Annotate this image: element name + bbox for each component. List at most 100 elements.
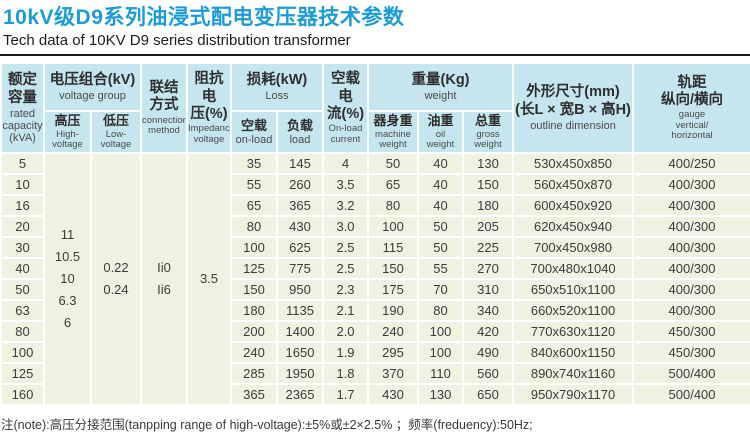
capacity-cell: 160	[0, 383, 45, 407]
gauge-cell: 400/300	[632, 215, 750, 239]
header-weight: 重量(Kg) weight	[367, 62, 515, 113]
header-on-load-current: 空载电 流(%) On-load current	[322, 62, 370, 155]
gauge-cell: 400/300	[632, 278, 750, 302]
gauge-cell: 400/250	[632, 152, 750, 176]
oil-weight-cell: 110	[417, 362, 465, 386]
header-no-load-loss-en: on-load	[235, 134, 273, 147]
capacity-cell: 10	[0, 173, 45, 197]
load-loss-cell: 365	[275, 194, 325, 218]
oil-weight-cell: 100	[417, 341, 465, 365]
no-load-loss-cell: 65	[230, 194, 278, 218]
header-load-loss: 负载 load	[275, 110, 325, 155]
header-outline-dimension: 外形尺寸(mm) (长L × 宽B × 高H) outline dimensio…	[512, 62, 635, 155]
header-gross-weight: 总重 gross weight	[462, 110, 515, 155]
header-impedance-voltage-zh: 阻抗电 压(%)	[190, 71, 228, 122]
header-loss-zh: 损耗(kW)	[246, 71, 308, 88]
header-connection-method-en: connection method	[142, 114, 187, 137]
header-voltage-group-zh: 电压组合(kV)	[49, 71, 136, 88]
load-loss-cell: 950	[275, 278, 325, 302]
header-oil-weight-en: oil weight	[426, 129, 455, 151]
oil-weight-cell: 80	[417, 299, 465, 323]
machine-weight-cell: 50	[367, 152, 420, 176]
oil-weight-cell: 100	[417, 320, 465, 344]
load-loss-cell: 1135	[275, 299, 325, 323]
gross-weight-cell: 205	[462, 215, 515, 239]
gross-weight-cell: 420	[462, 320, 515, 344]
header-machine-weight-en: machine weight	[375, 129, 411, 151]
dimension-cell: 770x630x1120	[512, 320, 635, 344]
machine-weight-cell: 370	[367, 362, 420, 386]
oil-weight-cell: 55	[417, 257, 465, 281]
gross-weight-cell: 650	[462, 383, 515, 407]
table-row: 30 100 625 2.5 115 50 225 700x450x980 40…	[0, 236, 750, 260]
table-row: 50 150 950 2.3 175 70 310 650x510x1100 4…	[0, 278, 750, 302]
header-row-subcolumns: 高压 High- voltage 低压 Low- voltage 空载 on-l…	[1, 110, 750, 155]
header-low-voltage-en: Low- voltage	[100, 129, 132, 151]
dimension-cell: 700x450x980	[512, 236, 635, 260]
table-row: 125 285 1950 1.8 370 110 560 890x740x116…	[0, 362, 750, 386]
no-load-loss-cell: 150	[230, 278, 278, 302]
dimension-cell: 560x450x870	[512, 173, 635, 197]
header-loss: 损耗(kW) Loss	[229, 62, 325, 113]
load-loss-cell: 1650	[275, 341, 325, 365]
no-load-loss-cell: 240	[230, 341, 278, 365]
no-load-loss-cell: 200	[230, 320, 278, 344]
load-loss-cell: 625	[275, 236, 325, 260]
dimension-cell: 950x790x1170	[512, 383, 635, 407]
dimension-cell: 840x600x1150	[512, 341, 635, 365]
header-high-voltage-en: High- voltage	[52, 129, 83, 151]
header-oil-weight: 油重 oil weight	[417, 110, 465, 155]
oil-weight-cell: 70	[417, 278, 465, 302]
current-cell: 1.8	[322, 362, 370, 386]
machine-weight-cell: 115	[367, 236, 420, 260]
current-cell: 1.7	[322, 383, 370, 407]
gauge-cell: 400/300	[632, 236, 750, 260]
machine-weight-cell: 65	[367, 173, 420, 197]
no-load-loss-cell: 180	[230, 299, 278, 323]
header-row-groups: 额定 容量 rated capacity (kVA) 电压组合(kV) volt…	[0, 62, 750, 155]
no-load-loss-cell: 125	[230, 257, 278, 281]
load-loss-cell: 1950	[275, 362, 325, 386]
current-cell: 2.0	[322, 320, 370, 344]
table-row: 80 200 1400 2.0 240 100 420 770x630x1120…	[0, 320, 750, 344]
header-rated-capacity-en: rated capacity (kVA)	[2, 107, 43, 145]
low-voltage-merged-cell: 0.22 0.24	[90, 152, 142, 407]
machine-weight-cell: 295	[367, 341, 420, 365]
no-load-loss-cell: 35	[230, 152, 278, 176]
header-no-load-loss-zh: 空载	[240, 117, 267, 133]
oil-weight-cell: 40	[417, 152, 465, 176]
load-loss-cell: 1400	[275, 320, 325, 344]
oil-weight-cell: 50	[417, 215, 465, 239]
gauge-cell: 400/300	[632, 194, 750, 218]
header-low-voltage-zh: 低压	[102, 113, 129, 129]
oil-weight-cell: 40	[417, 194, 465, 218]
header-voltage-group: 电压组合(kV) voltage group	[43, 62, 142, 113]
connection-values: Ii0 Ii6	[157, 260, 171, 298]
gauge-cell: 450/300	[632, 341, 750, 365]
header-weight-zh: 重量(Kg)	[411, 71, 470, 88]
capacity-cell: 40	[0, 257, 45, 281]
no-load-loss-cell: 55	[230, 173, 278, 197]
dimension-cell: 890x740x1160	[512, 362, 635, 386]
header-gauge: 轨距 纵向/横向 gauge vertical/ horizontal	[632, 62, 750, 155]
oil-weight-cell: 50	[417, 236, 465, 260]
current-cell: 2.5	[322, 236, 370, 260]
gross-weight-cell: 150	[462, 173, 515, 197]
capacity-cell: 5	[0, 152, 45, 176]
machine-weight-cell: 80	[367, 194, 420, 218]
low-voltage-values: 0.22 0.24	[103, 260, 129, 298]
current-cell: 1.9	[322, 341, 370, 365]
capacity-cell: 30	[0, 236, 45, 260]
header-rated-capacity-zh: 额定 容量	[8, 72, 37, 106]
load-loss-cell: 260	[275, 173, 325, 197]
table-row: 40 125 775 2.5 150 55 270 700x480x1040 4…	[0, 257, 750, 281]
gross-weight-cell: 490	[462, 341, 515, 365]
gauge-cell: 450/300	[632, 320, 750, 344]
no-load-loss-cell: 100	[230, 236, 278, 260]
capacity-cell: 125	[0, 362, 45, 386]
table-row: 16 65 365 3.2 80 40 180 600x450x920 400/…	[0, 194, 750, 218]
table-row: 10 55 260 3.5 65 40 150 560x450x870 400/…	[0, 173, 750, 197]
page-title: 10kV级D9系列油浸式配电变压器技术参数	[3, 6, 405, 29]
current-cell: 2.1	[322, 299, 370, 323]
